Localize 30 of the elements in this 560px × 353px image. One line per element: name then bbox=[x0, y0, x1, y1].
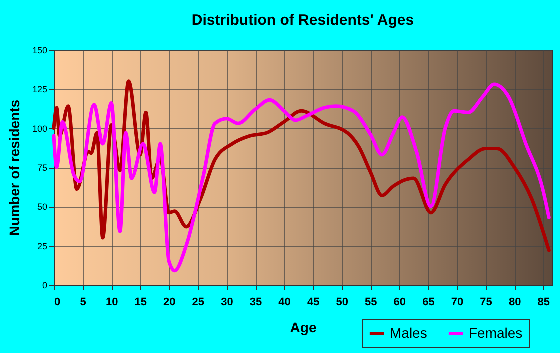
x-tick-label: 0 bbox=[54, 296, 61, 308]
x-tick-label: 60 bbox=[394, 296, 406, 308]
y-tick-label: 150 bbox=[32, 46, 48, 56]
x-tick-label: 80 bbox=[508, 296, 522, 308]
legend-label: Females bbox=[469, 325, 523, 341]
x-tick-label: 35 bbox=[250, 296, 262, 308]
x-tick-label: 70 bbox=[451, 296, 464, 308]
x-tick-label: 50 bbox=[336, 296, 348, 308]
x-tick-label: 55 bbox=[365, 296, 378, 308]
x-tick-label: 25 bbox=[192, 296, 205, 308]
x-tick-label: 20 bbox=[164, 296, 176, 308]
x-tick-label: 65 bbox=[422, 296, 435, 308]
x-tick-label: 5 bbox=[80, 296, 86, 308]
x-tick-label: 15 bbox=[134, 296, 147, 308]
chart-title: Distribution of Residents' Ages bbox=[192, 12, 414, 29]
x-tick-label: 85 bbox=[538, 296, 550, 308]
y-axis-title: Number of residents bbox=[6, 100, 22, 236]
x-tick-label: 10 bbox=[106, 296, 118, 308]
legend-label: Males bbox=[390, 325, 428, 341]
y-tick-label: 125 bbox=[32, 84, 48, 95]
x-axis-title: Age bbox=[290, 320, 317, 336]
y-tick-label: 50 bbox=[37, 202, 48, 212]
y-tick-label: 75 bbox=[37, 163, 48, 173]
x-tick-label: 30 bbox=[221, 296, 234, 308]
y-tick-label: 100 bbox=[32, 124, 48, 134]
x-tick-label: 40 bbox=[278, 296, 291, 308]
x-tick-label: 45 bbox=[307, 296, 320, 308]
x-tick-label: 75 bbox=[480, 296, 492, 308]
y-tick-label: 0 bbox=[42, 280, 48, 290]
y-tick-label: 25 bbox=[37, 241, 48, 252]
